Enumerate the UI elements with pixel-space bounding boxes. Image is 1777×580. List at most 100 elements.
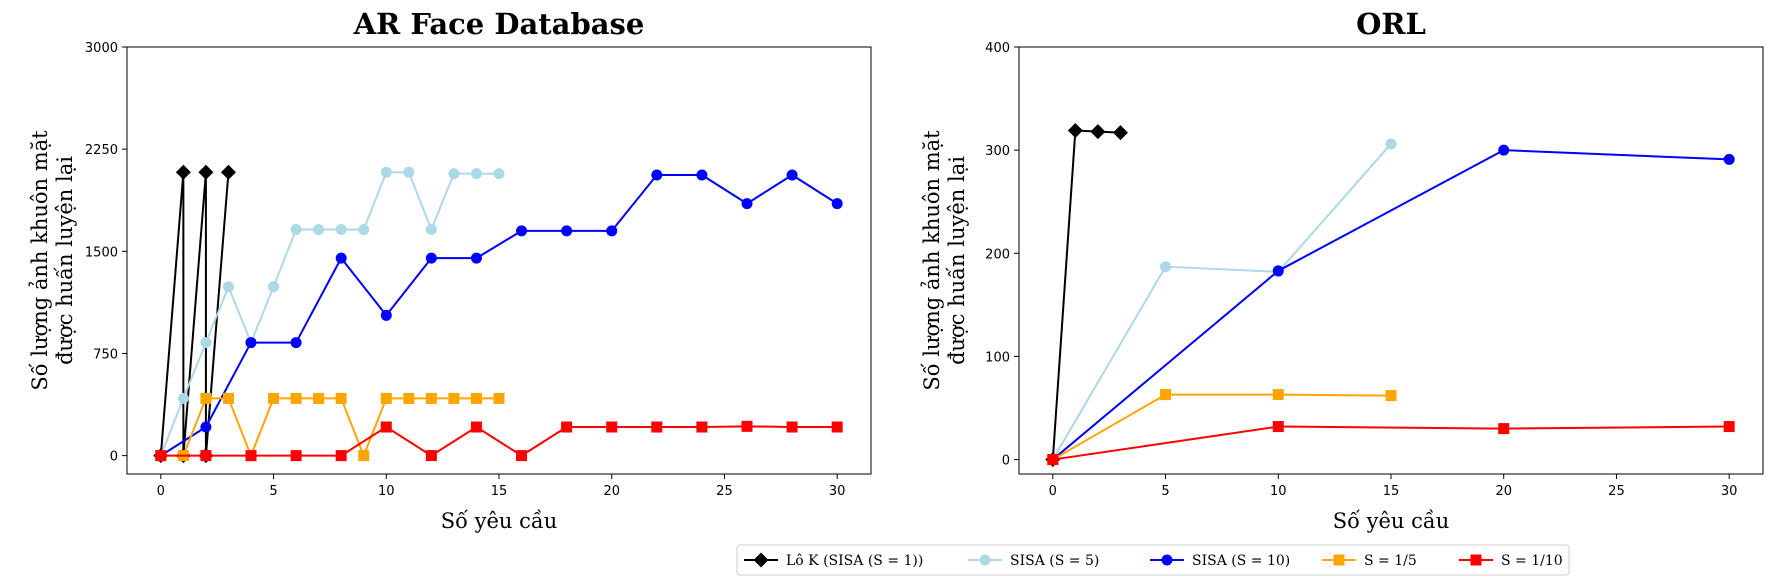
data-point (1090, 124, 1106, 140)
data-point (1272, 389, 1284, 401)
x-tick-label: 10 (378, 484, 395, 499)
legend-entry: SISA (S = 5) (968, 553, 1099, 569)
data-point (220, 164, 236, 180)
data-point (1498, 423, 1510, 435)
data-point (380, 309, 392, 321)
data-point (1160, 389, 1172, 401)
data-point (1272, 265, 1284, 277)
data-point (561, 225, 573, 237)
data-point (268, 281, 280, 293)
series-line (160, 174, 838, 457)
x-axis-label: Số yêu cầu (1333, 509, 1450, 533)
legend-marker (1470, 554, 1482, 566)
data-point (606, 225, 618, 237)
data-point (425, 450, 437, 462)
legend-label: SISA (S = 5) (1010, 553, 1099, 569)
data-point (831, 421, 843, 433)
series-5 (1047, 421, 1735, 466)
data-point (1723, 153, 1735, 165)
data-point (290, 337, 302, 349)
series-2 (155, 166, 505, 462)
data-point (198, 164, 214, 180)
y-tick-label: 2250 (85, 143, 118, 158)
data-point (335, 392, 347, 404)
x-axis-label: Số yêu cầu (441, 509, 558, 533)
series-2 (1047, 138, 1397, 466)
data-point (1160, 261, 1172, 273)
data-point (741, 420, 753, 432)
data-point (651, 169, 663, 181)
data-point (1272, 421, 1284, 433)
data-point (561, 421, 573, 433)
data-point (380, 421, 392, 433)
series-line (1052, 149, 1730, 461)
series-line (159, 171, 499, 456)
chart-title: ORL (1356, 7, 1426, 41)
x-tick-label: 0 (1049, 484, 1057, 499)
data-point (786, 169, 798, 181)
data-point (175, 164, 191, 180)
x-tick-label: 30 (829, 484, 846, 499)
x-tick-label: 20 (603, 484, 620, 499)
legend-entry: SISA (S = 10) (1150, 553, 1290, 569)
plot-frame (1018, 46, 1764, 475)
data-point (470, 252, 482, 264)
data-point (470, 392, 482, 404)
legend-marker (753, 552, 769, 568)
data-point (741, 198, 753, 210)
data-point (651, 421, 663, 433)
x-tick-label: 20 (1495, 484, 1512, 499)
series-line (160, 397, 499, 457)
legend-label: SISA (S = 10) (1192, 553, 1290, 569)
y-axis-label: Số lượng ảnh khuôn mặtđược huấn luyện lạ… (920, 130, 969, 391)
data-point (290, 392, 302, 404)
data-point (1112, 125, 1128, 141)
x-tick-label: 10 (1270, 484, 1287, 499)
data-point (403, 392, 415, 404)
data-point (516, 450, 528, 462)
x-tick-label: 5 (1161, 484, 1169, 499)
data-point (358, 224, 370, 236)
data-point (335, 252, 347, 264)
x-tick-label: 5 (269, 484, 277, 499)
series-5 (155, 420, 843, 462)
legend-marker (979, 554, 991, 566)
plot-frame (126, 46, 872, 475)
series-line (1052, 393, 1392, 461)
data-point (200, 421, 212, 433)
data-point (177, 392, 189, 404)
data-point (1498, 144, 1510, 156)
data-point (245, 337, 257, 349)
data-point (290, 450, 302, 462)
y-axis-label-line-1: Số lượng ảnh khuôn mặt (28, 130, 52, 391)
data-point (380, 392, 392, 404)
data-point (200, 450, 212, 462)
data-point (448, 168, 460, 180)
x-tick-label: 25 (716, 484, 733, 499)
data-point (1067, 123, 1083, 139)
series-1 (1045, 123, 1128, 468)
series-line (159, 171, 230, 457)
data-point (222, 281, 234, 293)
data-point (335, 224, 347, 236)
legend: Lô K (SISA (S = 1)) SISA (S = 5) SISA (S =… (736, 544, 1570, 576)
legend-entry: S = 1/5 (1322, 553, 1417, 569)
y-tick-label: 0 (1002, 454, 1010, 469)
legend-label: Lô K (SISA (S = 1)) (786, 553, 923, 569)
y-tick-label: 1500 (85, 245, 118, 260)
data-point (313, 392, 325, 404)
y-axis-label-line-2: được huấn luyện lại (53, 156, 77, 365)
y-tick-label: 3000 (85, 41, 118, 56)
data-point (425, 224, 437, 236)
x-tick-label: 15 (491, 484, 508, 499)
legend-label: S = 1/10 (1501, 553, 1563, 569)
data-point (313, 224, 325, 236)
data-point (493, 168, 505, 180)
data-point (245, 450, 257, 462)
chart-title: AR Face Database (353, 7, 645, 41)
data-point (696, 421, 708, 433)
data-point (380, 166, 392, 178)
data-point (470, 421, 482, 433)
